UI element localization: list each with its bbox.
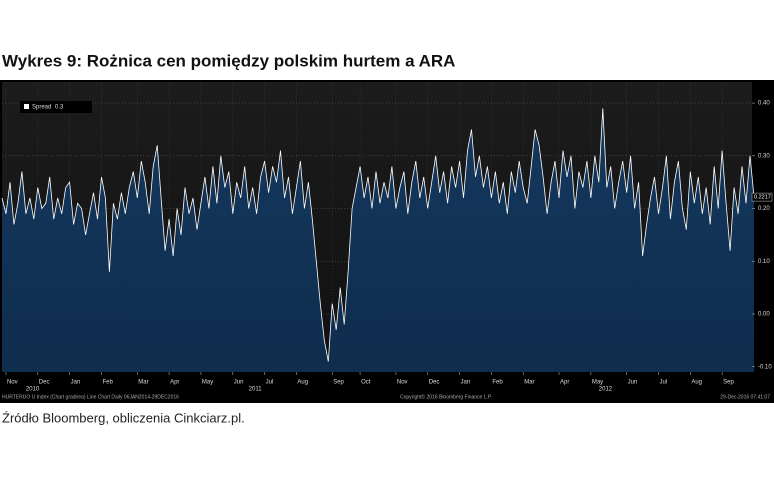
x-tick-label: Jul (266, 380, 274, 386)
x-tick-label: Jul (659, 380, 667, 386)
copyright: Copyright© 2016 Bloomberg Finance L.P. (400, 393, 492, 400)
last-value-label: 0.2217 (754, 195, 771, 201)
x-tick-label: Feb (102, 380, 113, 386)
last-value-box (751, 192, 773, 202)
x-tick-label: Nov (397, 380, 408, 386)
x-tick-label: Oct (361, 380, 371, 386)
x-tick-label: Apr (170, 380, 179, 386)
x-tick-label: Jan (461, 380, 471, 386)
x-tick-label: Jun (628, 380, 638, 386)
legend-swatch (24, 104, 29, 109)
x-tick-label: Jun (234, 380, 244, 386)
x-tick-label: Apr (560, 380, 569, 386)
x-tick-label: Sep (333, 380, 344, 386)
year-label: 2011 (249, 387, 263, 393)
y-tick-label: 0.10 (758, 259, 770, 265)
timestamp: 29-Dec-2016 07:41:07 (720, 394, 770, 400)
x-tick-label: Sep (723, 380, 734, 386)
x-tick-label: Nov (7, 380, 18, 386)
x-tick-label: Mar (138, 380, 148, 386)
x-tick-label: Aug (691, 380, 702, 386)
legend-label: Spread (32, 105, 51, 111)
year-label: 2012 (599, 387, 613, 393)
area (2, 108, 754, 373)
x-tick-label: May (592, 380, 603, 386)
year-label: 2010 (26, 387, 40, 393)
y-tick-label: 0.40 (758, 101, 770, 107)
line (1, 108, 755, 362)
legend-value: 0.3 (55, 105, 64, 111)
footer-left: HURTERUO U Index (Chart gradirea) Line C… (2, 394, 179, 400)
x-tick-label: Dec (429, 380, 440, 386)
legend (20, 101, 92, 113)
x-tick-label: Aug (297, 380, 308, 386)
x-tick-label: Jan (71, 380, 81, 386)
x-tick-label: Feb (492, 380, 503, 386)
x-tick-label: May (202, 380, 213, 386)
source-note: Źródło Bloomberg, obliczenia Cinkciarz.p… (2, 410, 245, 425)
chart-title: Wykres 9: Rożnica cen pomiędzy polskim h… (2, 51, 455, 70)
y-tick-label: -0.10 (758, 364, 772, 370)
x-tick-label: Dec (39, 380, 50, 386)
y-tick-label: 0.30 (758, 153, 770, 159)
y-tick-label: 0.20 (758, 206, 770, 212)
x-tick-label: Mar (524, 380, 534, 386)
y-tick-label: 0.00 (758, 312, 770, 318)
